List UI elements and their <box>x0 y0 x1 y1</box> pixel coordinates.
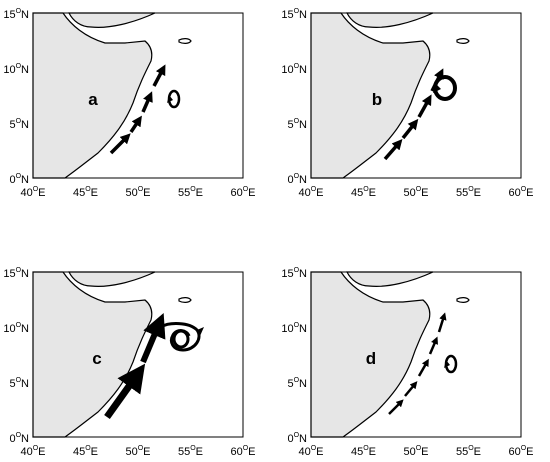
map-area <box>32 271 244 438</box>
svg-text:55OE: 55OE <box>456 445 481 458</box>
lat-label-15: 15ON <box>3 8 29 21</box>
svg-text:40OE: 40OE <box>20 445 45 458</box>
lon-label-45: 45OE <box>73 186 98 199</box>
plot-frame <box>310 271 522 438</box>
svg-text:60OE: 60OE <box>230 445 255 458</box>
svg-text:0ON: 0ON <box>287 173 307 186</box>
svg-text:10ON: 10ON <box>281 63 307 76</box>
land-arabia <box>346 271 434 287</box>
lon-label-50: 50OE <box>125 186 150 199</box>
panel-c: c 15ON 10ON 5ON 0ON 40OE 45OE 50OE 55OE … <box>3 267 255 458</box>
lat-label-0: 0ON <box>9 173 29 186</box>
svg-text:15ON: 15ON <box>3 267 29 280</box>
panel-label: b <box>372 90 382 109</box>
svg-text:10ON: 10ON <box>3 322 29 335</box>
svg-text:10ON: 10ON <box>281 322 307 335</box>
svg-text:40OE: 40OE <box>298 445 323 458</box>
lon-label-40: 40OE <box>20 186 45 199</box>
svg-text:5ON: 5ON <box>287 377 307 390</box>
svg-text:5ON: 5ON <box>9 377 29 390</box>
svg-text:55OE: 55OE <box>456 186 481 199</box>
svg-text:15ON: 15ON <box>281 8 307 21</box>
svg-text:60OE: 60OE <box>508 186 533 199</box>
land-arabia <box>346 12 434 28</box>
socotra-island <box>456 38 470 44</box>
svg-text:0ON: 0ON <box>287 432 307 445</box>
lat-label-10: 10ON <box>3 63 29 76</box>
land-arabia <box>68 12 156 28</box>
svg-text:5ON: 5ON <box>287 118 307 131</box>
lon-axis: 40OE 45OE 50OE 55OE 60OE <box>20 445 255 458</box>
svg-text:60OE: 60OE <box>508 445 533 458</box>
land-arabia <box>68 271 156 287</box>
gyre-arrow <box>160 322 204 352</box>
lon-label-55: 55OE <box>178 186 203 199</box>
svg-text:55OE: 55OE <box>178 445 203 458</box>
svg-text:50OE: 50OE <box>403 445 428 458</box>
map-area <box>310 271 522 438</box>
socotra-island <box>178 38 192 44</box>
gyre-arrow <box>433 75 457 101</box>
svg-text:45OE: 45OE <box>73 445 98 458</box>
svg-text:45OE: 45OE <box>351 186 376 199</box>
coastal-current-arrows <box>388 312 447 415</box>
panel-label: c <box>92 349 101 368</box>
lon-label-60: 60OE <box>230 186 255 199</box>
svg-text:45OE: 45OE <box>351 445 376 458</box>
panel-d: d 15ON 10ON 5ON 0ON 40OE 45OE 50OE 55OE … <box>281 267 533 458</box>
panel-label: a <box>88 90 98 109</box>
panel-b: b 15ON 10ON 5ON 0ON 40OE 45OE 50OE 55OE … <box>281 8 533 199</box>
coastal-current-arrows <box>109 64 166 155</box>
map-area <box>310 12 522 179</box>
panel-label: d <box>366 349 376 368</box>
lon-axis: 40OE 45OE 50OE 55OE 60OE <box>298 186 533 199</box>
svg-text:0ON: 0ON <box>9 432 29 445</box>
land-somalia <box>32 271 153 438</box>
svg-text:50OE: 50OE <box>403 186 428 199</box>
panel-a: a 15ON 10ON 5ON 0ON 40OE 45OE 50OE 55OE … <box>3 8 255 199</box>
gyre-arrow <box>444 354 458 374</box>
svg-text:40OE: 40OE <box>298 186 323 199</box>
svg-text:15ON: 15ON <box>281 267 307 280</box>
gyre-arrow <box>167 89 181 109</box>
socotra-island <box>178 297 192 303</box>
lat-label-5: 5ON <box>9 118 29 131</box>
lat-axis: 15ON 10ON 5ON 0ON <box>3 267 29 445</box>
land-somalia <box>32 12 153 179</box>
lat-axis: 15ON 10ON 5ON 0ON <box>3 8 29 186</box>
svg-text:50OE: 50OE <box>125 445 150 458</box>
plot-frame <box>32 12 244 179</box>
coastal-current-arrows <box>104 312 166 420</box>
plot-frame <box>32 271 244 438</box>
lon-axis: 40OE 45OE 50OE 55OE 60OE <box>298 445 533 458</box>
lat-axis: 15ON 10ON 5ON 0ON <box>281 8 307 186</box>
lat-axis: 15ON 10ON 5ON 0ON <box>281 267 307 445</box>
land-somalia <box>310 12 431 179</box>
land-somalia <box>310 271 431 438</box>
lon-axis: 40OE 45OE 50OE 55OE 60OE <box>20 186 255 199</box>
plot-frame <box>310 12 522 179</box>
socotra-island <box>456 297 470 303</box>
map-area <box>32 12 244 179</box>
